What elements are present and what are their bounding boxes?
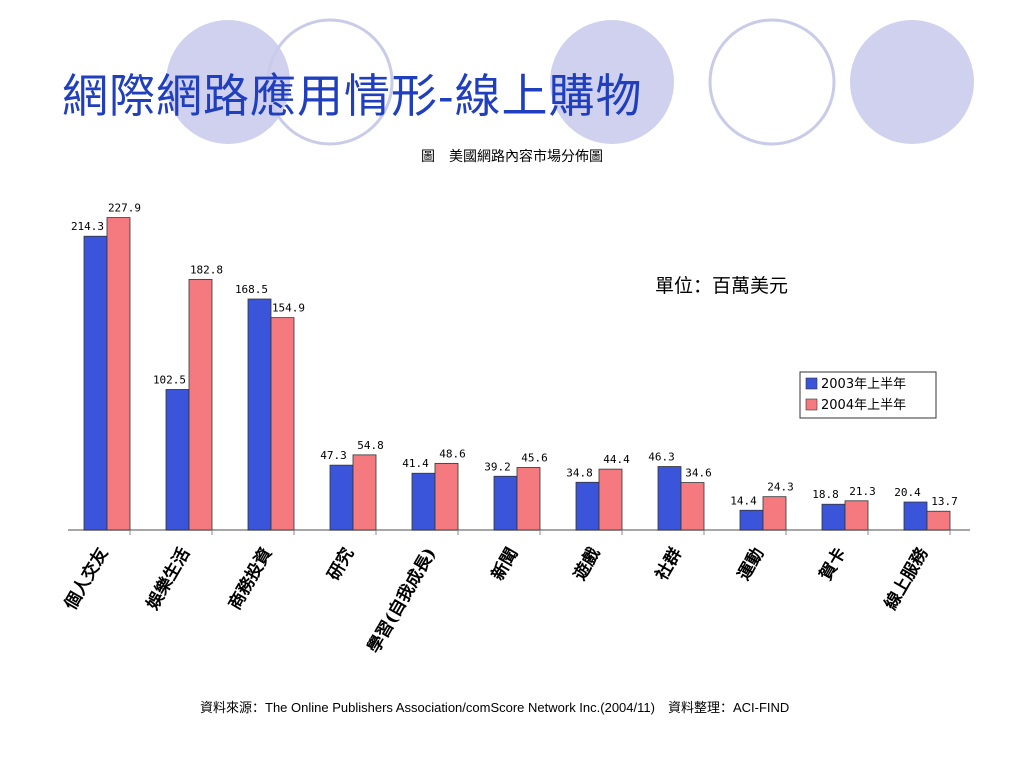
bar <box>434 462 459 531</box>
data-label: 48.6 <box>439 447 466 460</box>
data-label: 182.8 <box>190 263 223 276</box>
bar <box>844 500 869 531</box>
data-label: 47.3 <box>320 449 347 462</box>
legend-box <box>799 371 937 419</box>
data-label: 44.4 <box>603 453 630 466</box>
x-tick-label: 個人交友 <box>60 544 113 614</box>
data-label: 39.2 <box>484 460 511 473</box>
decor-circle <box>166 20 290 144</box>
data-label: 214.3 <box>71 220 104 233</box>
data-label: 54.8 <box>357 439 384 452</box>
bar <box>188 279 213 531</box>
decor-circle <box>708 18 836 146</box>
bar <box>270 317 295 531</box>
x-tick-label: 社群 <box>651 544 687 585</box>
data-label: 154.9 <box>272 302 305 315</box>
bar <box>598 468 623 531</box>
x-tick-label: 娛樂生活 <box>142 544 195 614</box>
bar <box>762 496 787 531</box>
legend-label: 2004年上半年 <box>821 398 906 413</box>
data-label: 34.6 <box>685 467 712 480</box>
data-label: 14.4 <box>730 494 757 507</box>
data-label: 13.7 <box>931 495 958 508</box>
x-tick-label: 線上服務 <box>880 543 933 613</box>
x-tick-label: 賀卡 <box>815 544 851 585</box>
bar <box>657 466 682 531</box>
bar <box>903 501 928 531</box>
bar <box>926 510 951 531</box>
data-label: 18.8 <box>812 488 839 501</box>
bar <box>411 472 436 531</box>
bar <box>516 467 541 531</box>
page-title: 網際網路應用情形-線上購物 <box>62 69 643 123</box>
x-tick-label: 新聞 <box>487 544 522 584</box>
data-label: 21.3 <box>849 485 876 498</box>
x-tick-label: 遊戲 <box>569 543 605 584</box>
bar-chart: 214.3 227.9 個人交友 102.5 182.8 娛樂生活 168.5 154.9 商務… <box>60 202 970 657</box>
bar <box>106 217 131 531</box>
data-label: 168.5 <box>235 283 268 296</box>
legend-swatch <box>805 398 818 411</box>
x-tick-label: 運動 <box>733 544 768 584</box>
data-label: 227.9 <box>108 202 141 215</box>
data-label: 24.3 <box>767 481 794 494</box>
bar <box>575 481 600 531</box>
data-label: 46.3 <box>648 451 675 464</box>
bar <box>329 464 354 531</box>
data-label: 34.8 <box>566 466 593 479</box>
bar <box>247 298 272 531</box>
legend-label: 2003年上半年 <box>821 377 906 392</box>
bar <box>680 482 705 531</box>
bar <box>352 454 377 531</box>
x-tick-label: 研究 <box>323 544 358 584</box>
data-label: 45.6 <box>521 451 548 464</box>
x-tick-label: 學習(自我成長) <box>363 544 440 657</box>
decor-circle <box>850 20 974 144</box>
bar <box>821 503 846 531</box>
unit-label: 單位：百萬美元 <box>655 275 788 297</box>
bar <box>83 235 108 531</box>
bar <box>739 509 764 531</box>
chart-subtitle: 圖 美國網路內容市場分佈圖 <box>421 149 603 165</box>
source-footer: 資料來源：The Online Publishers Association/c… <box>200 700 790 715</box>
legend-swatch <box>805 377 818 390</box>
decorative-circles <box>166 18 974 146</box>
bar <box>493 475 518 531</box>
decor-circle <box>266 18 394 146</box>
data-label: 41.4 <box>402 457 429 470</box>
data-label: 20.4 <box>894 486 921 499</box>
data-label: 102.5 <box>153 373 186 386</box>
x-tick-label: 商務投資 <box>224 544 276 613</box>
decor-circle <box>550 20 674 144</box>
bar <box>165 389 190 531</box>
